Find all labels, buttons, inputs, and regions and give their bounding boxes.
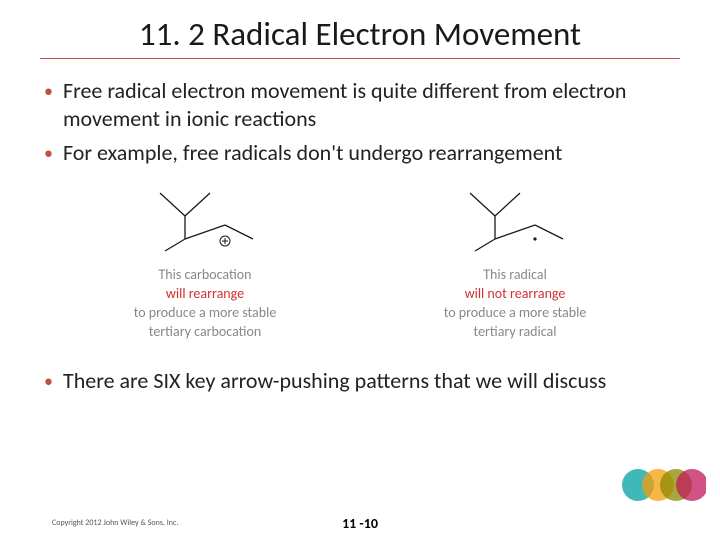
bullet-list-bottom: • There are SIX key arrow-pushing patter… bbox=[0, 355, 720, 395]
caption-line: to produce a more stable bbox=[90, 303, 320, 322]
bullet-list-top: • Free radical electron movement is quit… bbox=[0, 77, 720, 167]
caption-line-red: will rearrange bbox=[90, 284, 320, 303]
bullet-text: For example, free radicals don't undergo… bbox=[63, 139, 680, 167]
caption-line: This radical bbox=[400, 265, 630, 284]
bullet-dot-icon: • bbox=[44, 367, 53, 395]
diagram-radical: This radical will not rearrange to produ… bbox=[400, 181, 630, 341]
caption-line: tertiary carbocation bbox=[90, 322, 320, 341]
bullet-dot-icon: • bbox=[44, 77, 53, 105]
page-number: 11 -10 bbox=[342, 515, 378, 532]
footer: Copyright 2012 John Wiley & Sons, Inc. 1… bbox=[0, 518, 720, 528]
bullet-item: • For example, free radicals don't under… bbox=[40, 139, 680, 167]
decorative-circles-icon bbox=[616, 462, 706, 508]
bullet-text: There are SIX key arrow-pushing patterns… bbox=[63, 367, 680, 395]
caption-line: tertiary radical bbox=[400, 322, 630, 341]
caption-line: to produce a more stable bbox=[400, 303, 630, 322]
page-title: 11. 2 Radical Electron Movement bbox=[40, 0, 680, 59]
structure-radical-icon bbox=[445, 181, 585, 261]
bullet-item: • There are SIX key arrow-pushing patter… bbox=[40, 367, 680, 395]
bullet-item: • Free radical electron movement is quit… bbox=[40, 77, 680, 133]
diagram-row: This carbocation will rearrange to produ… bbox=[0, 181, 720, 341]
bullet-dot-icon: • bbox=[44, 139, 53, 167]
structure-carbocation-icon bbox=[135, 181, 275, 261]
bullet-text: Free radical electron movement is quite … bbox=[63, 77, 680, 133]
caption-line: This carbocation bbox=[90, 265, 320, 284]
caption-line-red: will not rearrange bbox=[400, 284, 630, 303]
copyright-text: Copyright 2012 John Wiley & Sons, Inc. bbox=[52, 518, 178, 528]
diagram-carbocation: This carbocation will rearrange to produ… bbox=[90, 181, 320, 341]
